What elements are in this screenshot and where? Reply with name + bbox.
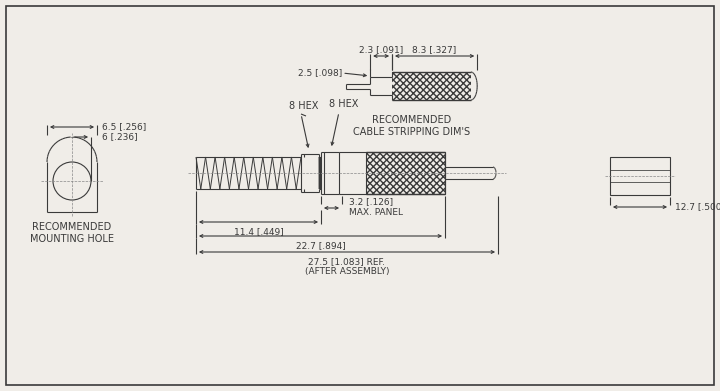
- Text: RECOMMENDED
MOUNTING HOLE: RECOMMENDED MOUNTING HOLE: [30, 222, 114, 244]
- Bar: [610, 170, 670, 182]
- Bar: [366, 152, 445, 194]
- Text: 8.3 [.327]: 8.3 [.327]: [412, 45, 456, 54]
- Text: 22.7 [.894]: 22.7 [.894]: [296, 241, 346, 250]
- Bar: [392, 72, 471, 100]
- Text: 11.4 [.449]: 11.4 [.449]: [233, 227, 284, 236]
- Text: 12.7 [.500]: 12.7 [.500]: [675, 203, 720, 212]
- Bar: [610, 157, 670, 195]
- Text: 6 [.236]: 6 [.236]: [102, 133, 138, 142]
- Text: RECOMMENDED
CABLE STRIPPING DIM'S: RECOMMENDED CABLE STRIPPING DIM'S: [354, 115, 470, 136]
- Text: 3.2 [.126]
MAX. PANEL: 3.2 [.126] MAX. PANEL: [349, 197, 403, 217]
- Text: 2.3 [.091]: 2.3 [.091]: [359, 45, 403, 54]
- Text: 6.5 [.256]: 6.5 [.256]: [102, 122, 146, 131]
- Text: 8 HEX: 8 HEX: [329, 99, 359, 109]
- Text: 2.5 [.098]: 2.5 [.098]: [298, 68, 342, 77]
- Text: 27.5 [1.083] REF.
(AFTER ASSEMBLY): 27.5 [1.083] REF. (AFTER ASSEMBLY): [305, 257, 390, 276]
- Text: 8 HEX: 8 HEX: [289, 101, 319, 111]
